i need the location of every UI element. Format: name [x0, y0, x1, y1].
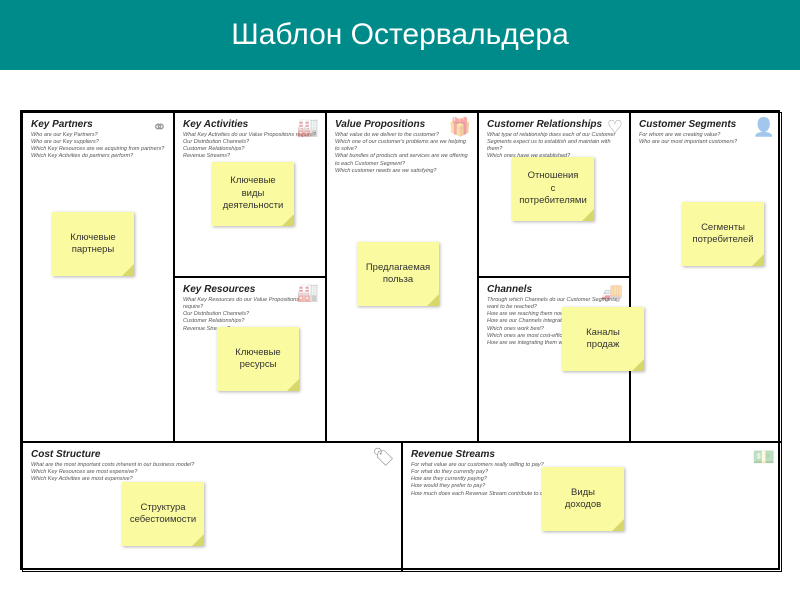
canvas-wrapper: Key Partners Who are our Key Partners? Wh…	[0, 70, 800, 590]
slide-header: Шаблон Остервальдера	[0, 0, 800, 70]
link-icon: ⚭	[152, 117, 167, 138]
cell-title: Key Partners	[31, 119, 165, 130]
person-icon: 👤	[753, 117, 775, 138]
sticky-label: Ключевые партнеры	[70, 232, 115, 257]
sticky-label: Отношения с потребителями	[519, 170, 587, 207]
cell-key-partners: Key Partners Who are our Key Partners? Wh…	[22, 112, 174, 442]
cell-title: Revenue Streams	[411, 449, 773, 460]
heart-icon: ♡	[607, 117, 623, 138]
tag-icon: 🏷	[372, 447, 395, 468]
sticky-cust-seg-note[interactable]: Сегменты потребителей	[682, 202, 764, 266]
slide-title: Шаблон Остервальдера	[231, 18, 569, 52]
cell-title: Customer Relationships	[487, 119, 621, 130]
sticky-key-partners-note[interactable]: Ключевые партнеры	[52, 212, 134, 276]
sticky-cust-rel-note[interactable]: Отношения с потребителями	[512, 157, 594, 221]
factory-icon: 🏭	[297, 117, 319, 138]
cell-title: Cost Structure	[31, 449, 393, 460]
sticky-key-resources-note[interactable]: Ключевые ресурсы	[217, 327, 299, 391]
cell-desc: What are the most important costs inhere…	[31, 462, 393, 483]
cash-icon: 💵	[753, 447, 775, 468]
sticky-label: Структура себестоимости	[130, 502, 196, 527]
gift-icon: 🎁	[449, 117, 471, 138]
sticky-label: Виды доходов	[565, 487, 601, 512]
sticky-revenue-note[interactable]: Виды доходов	[542, 467, 624, 531]
sticky-key-activities-note[interactable]: Ключевые виды деятельности	[212, 162, 294, 226]
sticky-label: Ключевые ресурсы	[235, 347, 280, 372]
sticky-cost-note[interactable]: Структура себестоимости	[122, 482, 204, 546]
cell-desc: What value do we deliver to the customer…	[335, 132, 469, 175]
cell-cost: Cost Structure What are the most importan…	[22, 442, 402, 572]
factory-icon: 🏭	[297, 282, 319, 303]
sticky-label: Каналы продаж	[586, 327, 620, 352]
sticky-channels-note[interactable]: Каналы продаж	[562, 307, 644, 371]
business-model-canvas: Key Partners Who are our Key Partners? Wh…	[20, 110, 780, 570]
sticky-value-prop-note[interactable]: Предлагаемая польза	[357, 242, 439, 306]
sticky-label: Сегменты потребителей	[692, 222, 753, 247]
cell-desc: Who are our Key Partners? Who are our Ke…	[31, 132, 165, 161]
cell-cust-seg: Customer SegmentsFor whom are we creatin…	[630, 112, 782, 442]
sticky-label: Предлагаемая польза	[366, 262, 430, 287]
sticky-label: Ключевые виды деятельности	[223, 175, 284, 212]
truck-icon: 🚚	[601, 282, 623, 303]
